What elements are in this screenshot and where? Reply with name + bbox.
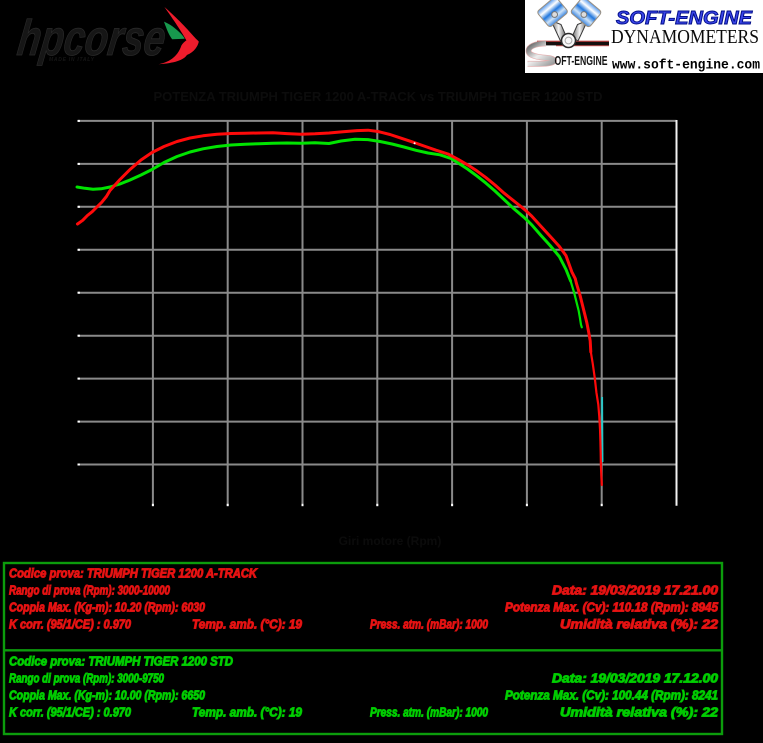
svg-text:Potenza Max. (Cv): 100.44 (R: Potenza Max. (Cv): 100.44 (Rpm): 8241 xyxy=(505,689,718,703)
svg-text:Temp. amb. (°C): 19: Temp. amb. (°C): 19 xyxy=(192,706,302,720)
svg-text:POTENZA TRIUMPH TIGER 1200 A-: POTENZA TRIUMPH TIGER 1200 A-TRACK vs TR… xyxy=(153,89,602,104)
svg-text:Press. atm. (mBar): 1000: Press. atm. (mBar): 1000 xyxy=(370,706,488,720)
svg-text:Data: 19/03/2019 17.21.00: Data: 19/03/2019 17.21.00 xyxy=(552,584,718,598)
svg-text:Data: 19/03/2019 17.12.00: Data: 19/03/2019 17.12.00 xyxy=(552,672,718,686)
svg-text:www.soft-engine.com: www.soft-engine.com xyxy=(612,58,760,74)
svg-text:Giri motore (Rpm): Giri motore (Rpm) xyxy=(339,534,442,548)
svg-text:Rango di prova (Rpm): 3000-100: Rango di prova (Rpm): 3000-10000 xyxy=(9,584,170,598)
svg-text:Coppia Max. (Kg-m): 10.00 (R: Coppia Max. (Kg-m): 10.00 (Rpm): 6650 xyxy=(9,689,205,703)
svg-text:Potenza Max. (Cv): 110.18 (R: Potenza Max. (Cv): 110.18 (Rpm): 8945 xyxy=(505,601,719,615)
svg-text:Umidità relativa (%): 22: Umidità relativa (%): 22 xyxy=(560,706,718,720)
svg-text:OFT-ENGINE: OFT-ENGINE xyxy=(555,53,608,68)
svg-text:Umidità relativa (%): 22: Umidità relativa (%): 22 xyxy=(560,618,718,632)
svg-text:Codice prova: TRIUMPH TIGER 12: Codice prova: TRIUMPH TIGER 1200 STD xyxy=(9,655,233,669)
svg-text:Temp. amb. (°C): 19: Temp. amb. (°C): 19 xyxy=(192,618,302,632)
svg-text:SOFT-ENGINE: SOFT-ENGINE xyxy=(616,8,753,28)
svg-text:K corr. (95/1/CE) : 0.970: K corr. (95/1/CE) : 0.970 xyxy=(9,706,131,720)
svg-text:Rango di prova (Rpm): 3000-975: Rango di prova (Rpm): 3000-9750 xyxy=(9,672,164,686)
svg-text:Press. atm. (mBar): 1000: Press. atm. (mBar): 1000 xyxy=(370,618,488,632)
svg-text:Coppia Max. (Kg-m): 10.20 (R: Coppia Max. (Kg-m): 10.20 (Rpm): 6030 xyxy=(9,601,205,615)
svg-text:DYNAMOMETERS: DYNAMOMETERS xyxy=(611,27,759,48)
svg-text:MADE IN ITALY: MADE IN ITALY xyxy=(49,57,95,63)
svg-text:Codice prova: TRIUMPH TIGER 12: Codice prova: TRIUMPH TIGER 1200 A-TRACK xyxy=(9,567,258,581)
svg-text:K corr. (95/1/CE) : 0.970: K corr. (95/1/CE) : 0.970 xyxy=(9,618,131,632)
